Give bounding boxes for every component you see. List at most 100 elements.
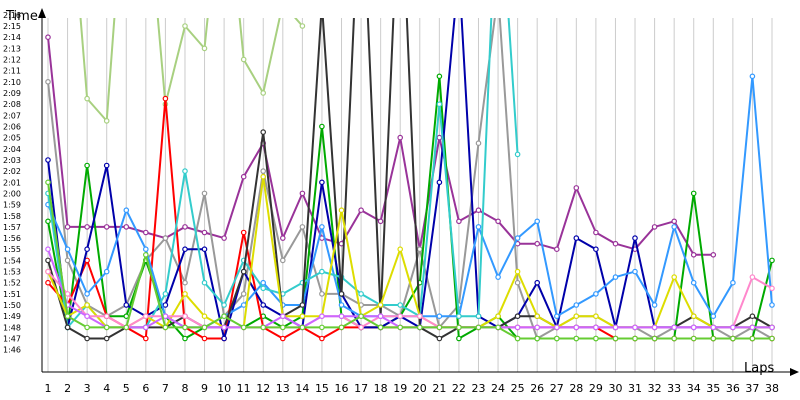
- data-point: [651, 302, 658, 308]
- data-point: [103, 162, 110, 169]
- data-point: [162, 324, 169, 331]
- data-point: [671, 218, 678, 225]
- data-point: [475, 207, 482, 214]
- data-point: [769, 324, 775, 331]
- data-point: [416, 246, 423, 253]
- data-point: [495, 313, 501, 320]
- data-point: [436, 101, 443, 108]
- x-tick-label: 16: [335, 382, 349, 395]
- data-point: [221, 335, 227, 342]
- data-point: [397, 246, 404, 253]
- data-point: [749, 335, 756, 342]
- data-point: [45, 179, 51, 186]
- x-tick-label: 20: [413, 382, 427, 395]
- data-point: [221, 235, 227, 241]
- x-tick-label: 15: [315, 382, 329, 395]
- data-point: [143, 252, 149, 258]
- data-point: [338, 324, 345, 331]
- data-point: [377, 218, 384, 225]
- y-tick-label: 2:02: [3, 167, 21, 176]
- y-tick-label: 2:06: [3, 122, 21, 131]
- y-tick-label: 2:05: [3, 134, 21, 143]
- y-tick-label: 1:46: [3, 346, 21, 355]
- y-tick-label: 1:56: [3, 234, 21, 243]
- data-point: [319, 179, 325, 186]
- data-point: [710, 335, 717, 342]
- data-point: [299, 313, 306, 320]
- data-point: [416, 324, 423, 331]
- data-point: [416, 313, 423, 320]
- x-tick-label: 23: [471, 382, 485, 395]
- x-tick-label: 4: [103, 382, 110, 395]
- data-point: [514, 279, 521, 286]
- data-point: [553, 313, 560, 320]
- data-point: [260, 285, 267, 292]
- data-point: [749, 73, 756, 80]
- y-tick-label: 1:55: [3, 245, 21, 254]
- data-point: [260, 90, 267, 96]
- data-point: [45, 246, 51, 253]
- y-tick-label: 1:52: [3, 279, 21, 288]
- data-point: [319, 123, 325, 130]
- data-point: [123, 324, 130, 331]
- data-point: [64, 257, 71, 264]
- data-point: [201, 335, 208, 342]
- data-point: [103, 335, 110, 342]
- y-axis-title: Time: [5, 9, 38, 24]
- data-point: [84, 246, 90, 253]
- data-point: [651, 335, 658, 342]
- data-point: [64, 246, 71, 253]
- data-point: [240, 302, 247, 308]
- data-point: [260, 302, 267, 308]
- data-point: [64, 291, 71, 297]
- data-point: [45, 279, 51, 286]
- data-point: [690, 252, 697, 258]
- data-point: [456, 324, 462, 331]
- x-tick-label: 13: [276, 382, 290, 395]
- x-tick-label: 31: [628, 382, 642, 395]
- y-tick-label: 1:59: [3, 201, 21, 210]
- data-point: [690, 279, 697, 286]
- x-axis-title: Laps: [744, 361, 774, 376]
- data-point: [182, 23, 188, 29]
- data-point: [612, 324, 619, 331]
- data-point: [260, 279, 267, 286]
- data-point: [260, 324, 267, 331]
- data-point: [319, 335, 325, 342]
- data-point: [377, 302, 384, 308]
- data-point: [475, 140, 482, 147]
- y-tick-label: 1:49: [3, 312, 21, 321]
- data-point: [240, 173, 247, 180]
- data-point: [436, 73, 443, 80]
- data-point: [436, 313, 443, 320]
- data-point: [534, 218, 541, 225]
- x-tick-label: 6: [142, 382, 149, 395]
- data-point: [749, 274, 756, 280]
- data-point: [436, 335, 443, 342]
- data-point: [201, 190, 208, 197]
- data-point: [495, 274, 501, 280]
- data-point: [319, 268, 325, 275]
- data-point: [182, 335, 188, 342]
- data-point: [201, 45, 208, 52]
- data-point: [495, 324, 501, 331]
- data-point: [45, 257, 51, 264]
- data-point: [358, 291, 364, 297]
- data-point: [573, 235, 580, 241]
- data-point: [690, 335, 697, 342]
- data-point: [201, 246, 208, 253]
- x-tick-label: 8: [181, 382, 188, 395]
- data-point: [84, 95, 90, 102]
- x-tick-label: 34: [687, 382, 701, 395]
- data-point: [279, 235, 286, 241]
- data-point: [593, 229, 599, 236]
- data-point: [45, 218, 51, 225]
- y-tick-label: 1:53: [3, 268, 21, 277]
- y-tick-label: 2:09: [3, 89, 21, 98]
- data-point: [671, 324, 678, 331]
- data-point: [690, 190, 697, 197]
- data-point: [338, 207, 345, 214]
- data-point: [573, 324, 580, 331]
- data-point: [573, 335, 580, 342]
- y-tick-label: 1:54: [3, 256, 21, 265]
